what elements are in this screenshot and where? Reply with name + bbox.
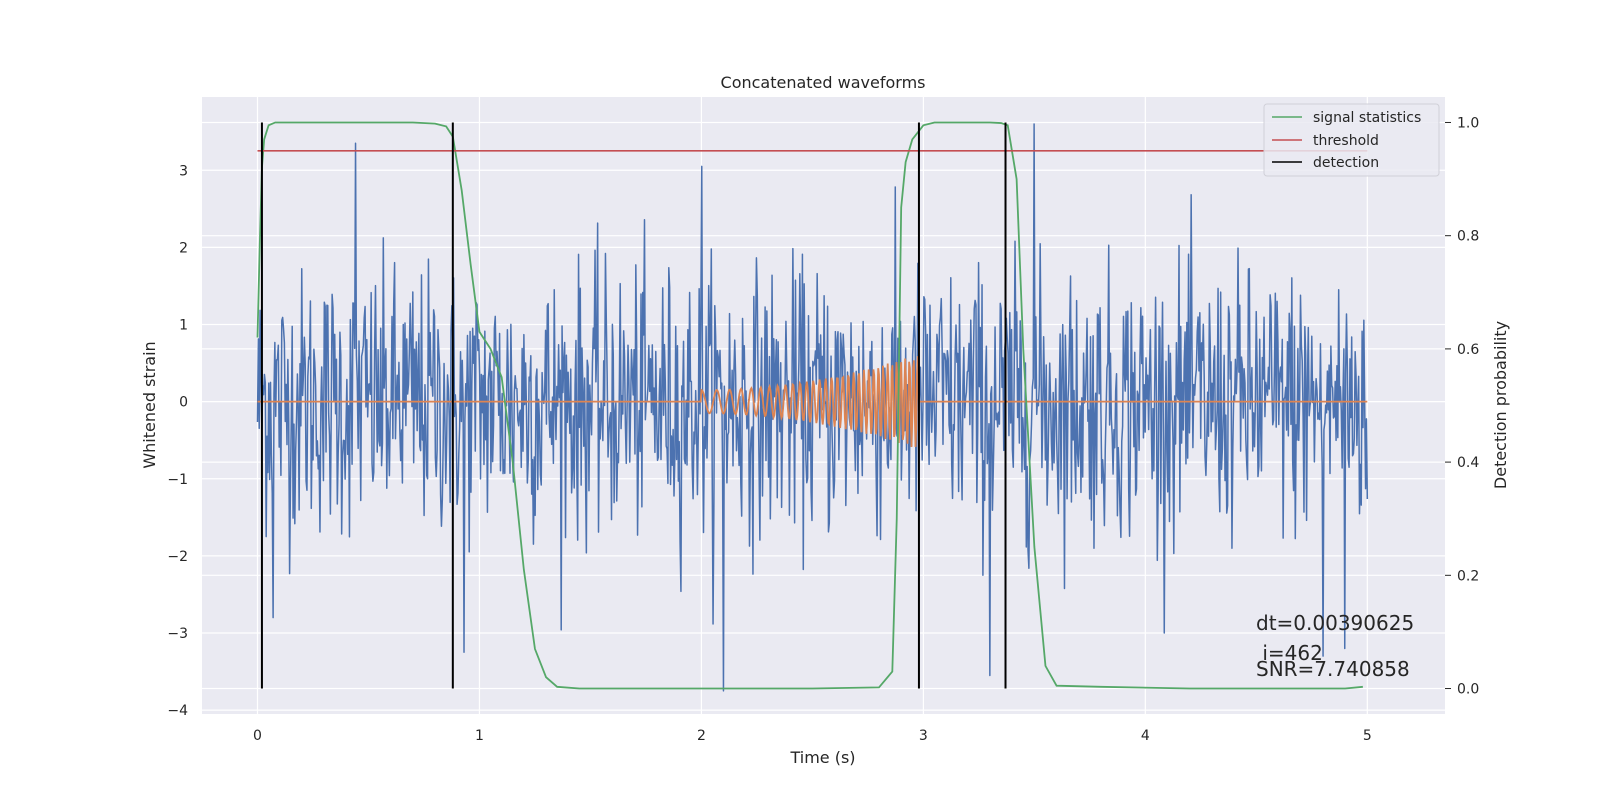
y-tick-label--3: −3 xyxy=(167,626,188,642)
y-tick-label-0: 0 xyxy=(179,395,188,411)
legend: signal statistics threshold detection xyxy=(1263,103,1440,177)
annotation-snr: SNR=7.740858 xyxy=(1256,657,1410,681)
x-tick-label-3: 3 xyxy=(919,728,928,744)
y-axis: −4 −3 −2 −1 0 1 2 3 xyxy=(167,163,188,719)
x-tick-label-2: 2 xyxy=(697,728,706,744)
detection-lines xyxy=(260,122,1007,689)
noise-line xyxy=(256,123,1369,692)
chirp-series xyxy=(257,356,1368,448)
chart-title: Concatenated waveforms xyxy=(721,73,926,92)
x-axis: 0 1 2 3 4 5 xyxy=(253,728,1372,744)
legend-label-signal-statistics: signal statistics xyxy=(1313,110,1421,126)
y2-tick-label-0.2: 0.2 xyxy=(1457,568,1479,584)
y-tick-label--1: −1 xyxy=(167,472,188,488)
y2-tick-label-0.6: 0.6 xyxy=(1457,342,1479,358)
y-tick-label-1: 1 xyxy=(179,318,188,334)
annotation-dt: dt=0.00390625 xyxy=(1256,611,1414,635)
x-tick-label-1: 1 xyxy=(475,728,484,744)
chirp-line xyxy=(257,356,1368,448)
annotation-i: i=462 xyxy=(1256,641,1323,665)
noise-series xyxy=(256,123,1369,692)
x-tick-label-0: 0 xyxy=(253,728,262,744)
y2-tick-label-0.4: 0.4 xyxy=(1457,455,1479,471)
x-tick-label-4: 4 xyxy=(1141,728,1150,744)
signal-statistics-line xyxy=(256,121,1363,690)
legend-label-detection: detection xyxy=(1313,155,1379,171)
y2-tick-label-0: 0.0 xyxy=(1457,682,1479,698)
y-axis-label: Whitened strain xyxy=(140,341,159,468)
y-tick-label-2: 2 xyxy=(179,240,188,256)
y-tick-label--2: −2 xyxy=(167,549,188,565)
y-tick-label-3: 3 xyxy=(179,163,188,179)
y-tick-label--4: −4 xyxy=(167,703,188,719)
legend-label-threshold: threshold xyxy=(1313,133,1379,149)
y2-tick-label-0.8: 0.8 xyxy=(1457,229,1479,245)
signal-statistics-series xyxy=(256,121,1363,690)
y2-axis-label: Detection probability xyxy=(1491,321,1510,489)
y2-axis: 0.0 0.2 0.4 0.6 0.8 1.0 xyxy=(1445,115,1479,698)
y2-tick-label-1: 1.0 xyxy=(1457,115,1479,131)
x-tick-label-5: 5 xyxy=(1363,728,1372,744)
x-axis-label: Time (s) xyxy=(789,748,855,767)
legend-box xyxy=(1263,103,1440,177)
